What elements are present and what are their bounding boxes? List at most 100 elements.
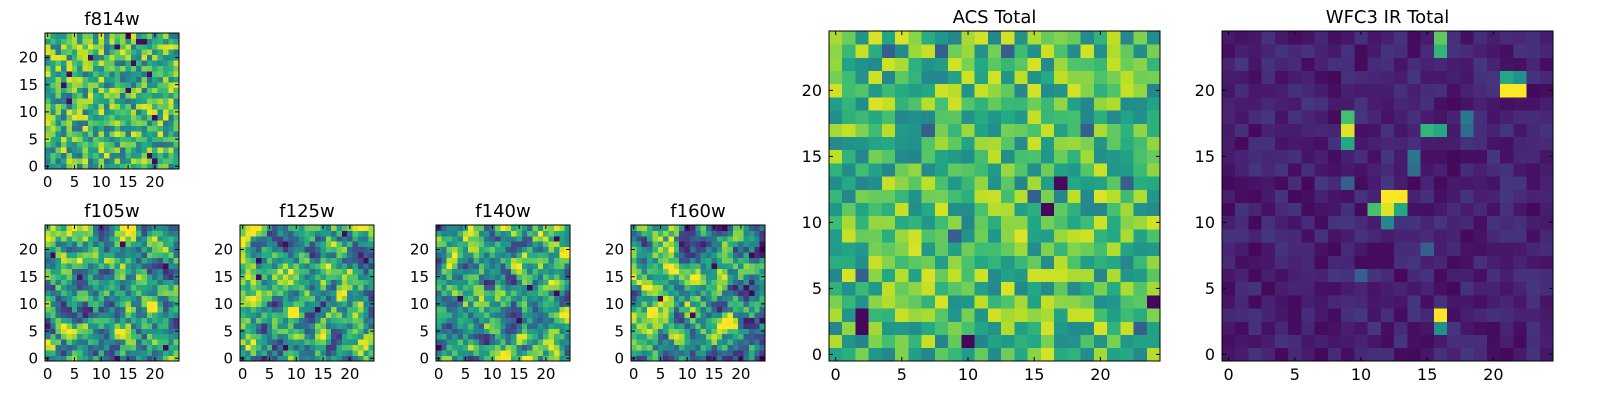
heatmap-cell [732,339,739,346]
heatmap-cell [288,312,294,318]
heatmap-cell [347,328,353,335]
heatmap-cell [141,339,148,346]
heatmap-cell [368,225,375,231]
heatmap-cell [61,136,67,143]
heatmap-cell [352,225,359,231]
heatmap-cell [130,273,137,280]
heatmap-cell [261,252,268,259]
heatmap-cell [441,246,448,253]
heatmap-cell [537,350,544,356]
heatmap-cell [103,263,110,269]
y-tick-label: 10 [605,295,624,313]
heatmap-cell [908,268,923,283]
heatmap-cell [130,141,137,148]
heatmap-cell [1107,70,1121,85]
panel-title: ACS Total [953,7,1037,28]
heatmap-cell [452,350,458,356]
heatmap-cell [1080,70,1095,85]
heatmap-cell [1420,347,1435,362]
heatmap-cell [304,284,311,291]
heatmap-cell [114,49,121,56]
heatmap-cell [1040,44,1055,58]
heatmap-cell [162,98,169,105]
heatmap-cell [684,333,691,340]
heatmap-cell [50,301,57,307]
heatmap-cell [331,230,337,237]
heatmap-cell [293,344,300,351]
heatmap-cell [987,268,1002,283]
heatmap-cell [173,103,180,110]
heatmap-cell [1539,321,1554,335]
heatmap-cell [93,158,99,164]
heatmap-cell [61,339,67,346]
heatmap-cell [727,301,734,307]
heatmap-cell [293,241,300,248]
heatmap-cell [45,350,51,356]
heatmap-cell [120,301,126,307]
heatmap-cell [743,252,750,259]
heatmap-cell [1040,123,1055,137]
heatmap-cell [1107,308,1121,322]
heatmap-cell [103,38,110,45]
heatmap-cell [647,230,653,237]
heatmap-cell [45,312,51,318]
heatmap-cell [521,235,528,242]
heatmap-cell [1133,202,1148,217]
heatmap-cell [157,33,164,39]
heatmap-cell [553,284,560,291]
heatmap-cell [50,241,57,248]
heatmap-cell [505,241,512,248]
heatmap-cell [1394,149,1408,164]
heatmap-cell [173,312,180,318]
heatmap-cell [61,120,67,126]
heatmap-cell [352,355,359,362]
heatmap-cell [141,92,148,99]
heatmap-cell [1054,136,1068,151]
heatmap-cell [706,257,712,264]
heatmap-cell [743,290,750,297]
heatmap-cell [315,322,321,329]
heatmap-cell [974,268,989,283]
heatmap-cell [266,235,273,242]
heatmap-cell [494,225,501,231]
heatmap-cell [881,202,896,217]
heatmap-cell [1460,136,1474,151]
heatmap-cell [1080,334,1095,349]
heatmap-cell [500,355,507,362]
heatmap-cell [1040,321,1055,335]
heatmap-cell [157,344,164,351]
heatmap-cell [494,355,501,362]
heatmap-cell [130,92,137,99]
heatmap-cell [457,350,464,356]
heatmap-cell [1513,136,1527,151]
heatmap-cell [141,136,148,143]
heatmap-cell [1473,295,1488,309]
heatmap-cell [484,246,490,253]
heatmap-cell [288,328,294,335]
heatmap-cell [50,114,57,121]
heatmap-cell [537,333,544,340]
heatmap-cell [152,125,158,132]
heatmap-cell [961,334,976,349]
heatmap-cell [521,268,528,275]
heatmap-cell [87,235,94,242]
heatmap-cell [157,317,164,324]
heatmap-cell [706,246,712,253]
heatmap-cell [559,263,566,269]
heatmap-cell [494,257,501,264]
heatmap-cell [141,312,148,318]
heatmap-cell [441,328,448,335]
heatmap-cell [120,263,126,269]
panel-title: f140w [475,201,530,222]
heatmap-cell [277,290,284,297]
heatmap-cell [695,301,702,307]
heatmap-cell [1394,136,1408,151]
heatmap-cell [141,246,148,253]
heatmap-cell [120,125,126,132]
heatmap-cell [341,350,348,356]
heatmap-cell [489,333,496,340]
heatmap-cell [304,312,311,318]
heatmap-cell [93,43,99,50]
heatmap-cell [663,268,669,275]
heatmap-cell [564,230,571,237]
